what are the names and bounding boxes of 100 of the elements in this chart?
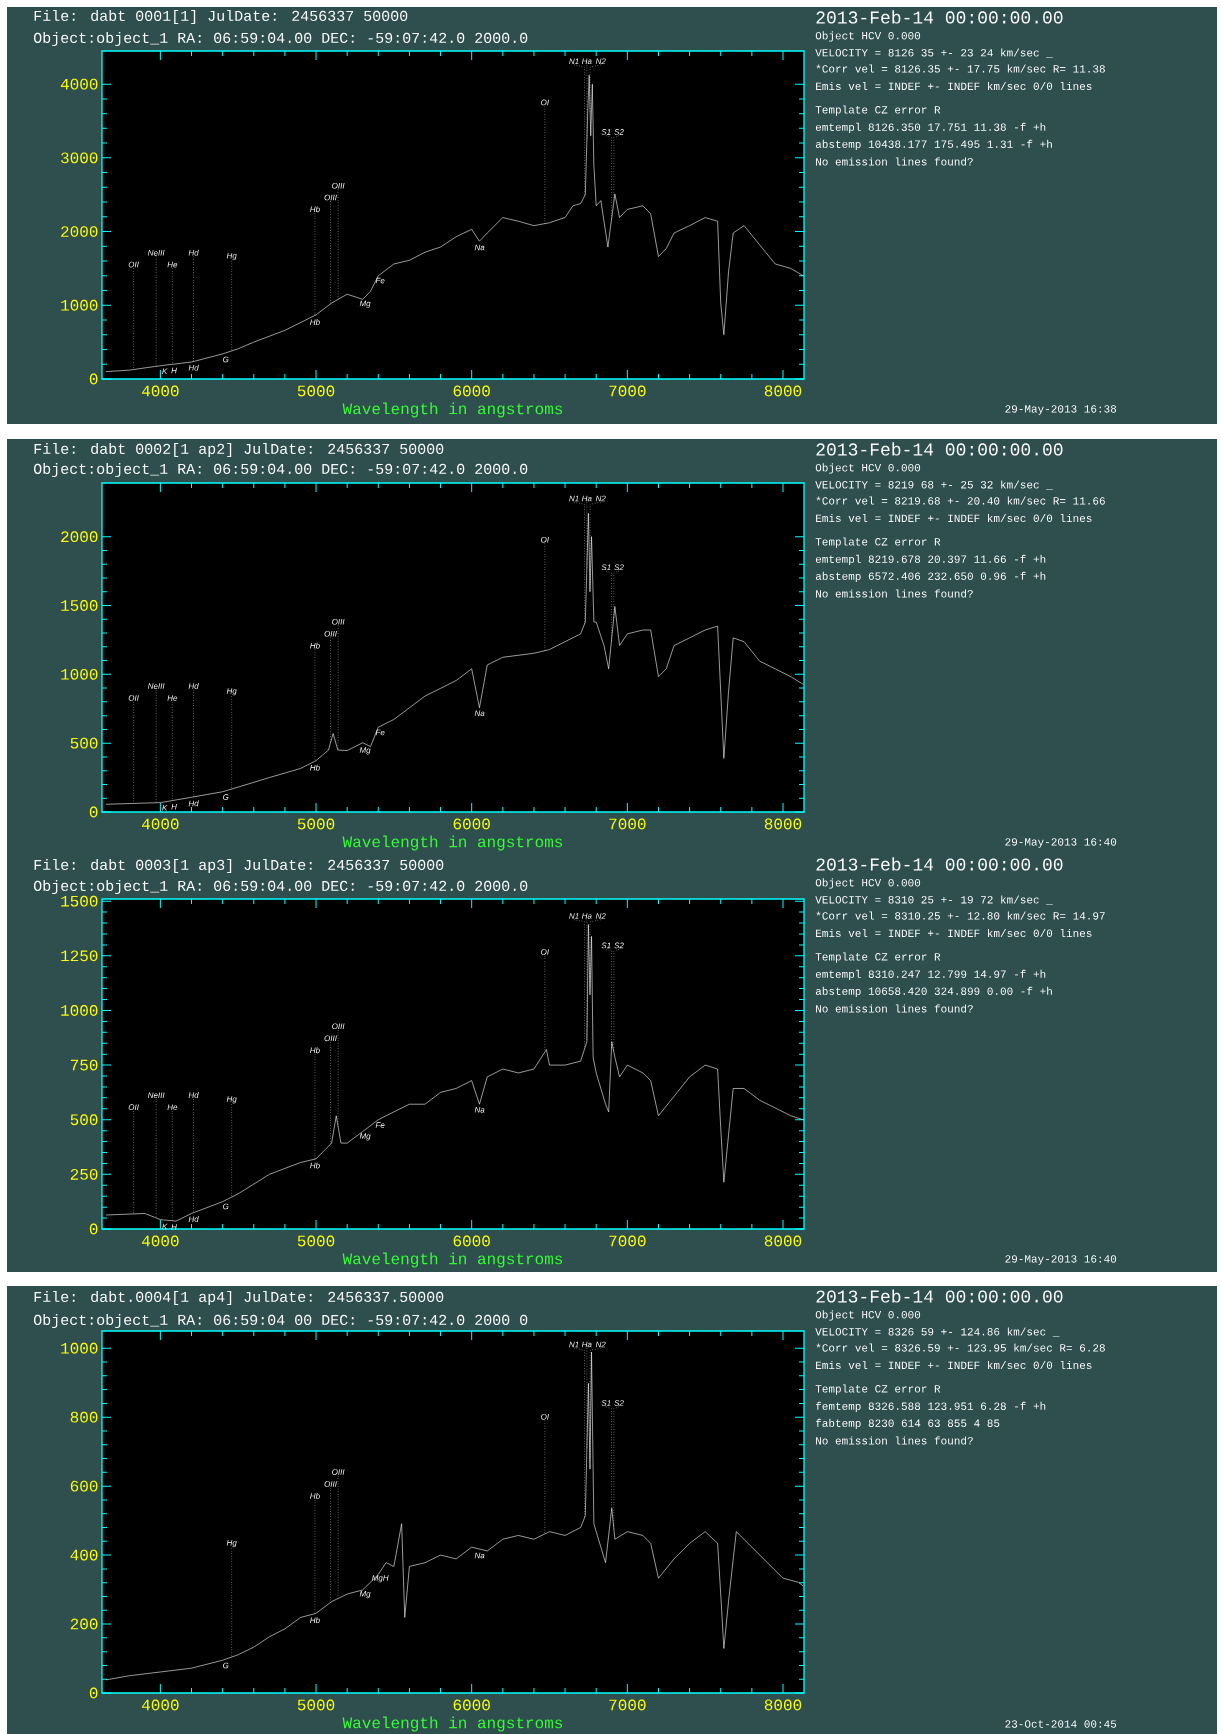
annotation: Ha — [581, 58, 592, 64]
text: Object HCV 0.000 — [815, 463, 921, 474]
x-tick-label: 6000 — [453, 1699, 490, 1711]
text: *Corr vel = 8326.59 +- 123.95 km/sec R= 6.28 — [816, 1343, 1105, 1352]
text: Template CZ error R — [815, 537, 941, 548]
x-tick-label: 8000 — [764, 818, 802, 830]
y-tick-label: 750 — [70, 1059, 98, 1071]
annotation: He — [167, 261, 178, 268]
annotation: K — [162, 805, 168, 811]
text: 29-May-2013 16:40 — [1005, 1255, 1117, 1265]
annotation: OIII — [332, 618, 345, 625]
annotation: G — [223, 1203, 229, 1210]
chart-title: File: dabt 0003[1 ap3] JulDate: 2456337 50000 — [34, 859, 444, 873]
y-tick-label: 2000 — [61, 226, 98, 237]
annotation: K — [162, 1223, 168, 1230]
text: 2013-Feb-14 00:00:00.00 — [816, 10, 1063, 24]
annotation: Fe — [375, 1122, 385, 1128]
annotation: Na — [474, 1107, 485, 1113]
y-tick-label: 3000 — [61, 152, 98, 164]
annotation: Hd — [188, 1216, 199, 1222]
annotation: OI — [541, 949, 549, 955]
annotation: N2 — [595, 1341, 606, 1348]
annotation: OIII — [324, 1035, 337, 1042]
text: Emis vel = INDEF +- INDEF km/sec 0/0 lines — [816, 81, 1092, 91]
annotation: N2 — [595, 495, 606, 502]
text: VELOCITY = 8126 35 +- 23 24 km/sec _ — [815, 48, 1053, 58]
annotation: Fe — [375, 277, 385, 284]
annotation: NeIII — [147, 1092, 165, 1098]
annotation: OIII — [332, 182, 345, 189]
x-tick-label: 4000 — [141, 1699, 179, 1711]
annotation: S1 — [601, 1400, 611, 1406]
annotation: OII — [128, 1104, 139, 1110]
annotation: OII — [128, 695, 139, 701]
chart-subtitle: Object:object_1 RA: 06:59:04.00 DEC: -59:07:42.0 2000.0 — [33, 880, 528, 894]
annotation: OI — [541, 1413, 549, 1420]
x-tick-label: 5000 — [297, 1699, 335, 1711]
text: Template CZ error R — [815, 105, 941, 116]
annotation: N1 — [569, 913, 579, 919]
annotation: OIII — [324, 630, 337, 637]
annotation: S2 — [614, 1400, 624, 1406]
annotation: Hg — [226, 252, 237, 261]
x-tick-label: 6000 — [453, 385, 490, 397]
annotation: NeIII — [147, 250, 165, 256]
y-tick-label: 400 — [70, 1549, 98, 1561]
annotation: S2 — [614, 942, 624, 949]
annotation: He — [167, 1104, 178, 1110]
annotation: N2 — [595, 913, 606, 919]
text: abstemp 6572.406 232.650 0.96 -f +h — [815, 571, 1046, 583]
annotation: Hd — [188, 364, 199, 371]
annotation: S2 — [614, 129, 624, 135]
y-tick-label: 0 — [89, 806, 98, 818]
annotation: OI — [541, 536, 549, 543]
y-tick-label: 0 — [89, 1223, 98, 1235]
text: 2013-Feb-14 00:00:00.00 — [816, 857, 1063, 871]
y-tick-label: 4000 — [60, 78, 98, 90]
annotation: N1 — [569, 495, 579, 502]
x-tick-label: 4000 — [141, 818, 179, 830]
text: *Corr vel = 8126.35 +- 17.75 km/sec R= 11.38 — [816, 64, 1105, 73]
text: emtempl 8126.350 17.751 11.38 -f +h — [815, 122, 1046, 134]
annotation: Hb — [310, 1617, 320, 1624]
annotation: S1 — [601, 564, 611, 571]
text: VELOCITY = 8310 25 +- 19 72 km/sec _ — [815, 895, 1053, 905]
text: 29-May-2013 16:40 — [1005, 838, 1117, 848]
annotation: N1 — [569, 58, 579, 64]
text: Object HCV 0.000 — [815, 878, 921, 889]
text: *Corr vel = 8310.25 +- 12.80 km/sec R= 14.97 — [816, 911, 1105, 920]
x-tick-label: 7000 — [609, 818, 646, 830]
text: Template CZ error R — [815, 1384, 941, 1395]
y-tick-label: 200 — [70, 1618, 98, 1630]
text: emtempl 8219.678 20.397 11.66 -f +h — [815, 554, 1046, 566]
y-tick-label: 0 — [89, 373, 98, 385]
x-tick-label: 8000 — [764, 385, 802, 397]
y-tick-label: 250 — [70, 1168, 98, 1180]
annotation: Ha — [581, 1341, 592, 1348]
y-tick-label: 800 — [70, 1411, 98, 1423]
annotation: S1 — [601, 129, 611, 135]
x-tick-label: 8000 — [764, 1235, 802, 1247]
text: Template CZ error R — [815, 952, 941, 963]
annotation: Hb — [310, 1162, 320, 1169]
annotation: OIII — [324, 194, 337, 201]
y-tick-label: 1500 — [61, 895, 98, 907]
text: femtemp 8326.588 123.951 6.28 -f +h — [815, 1401, 1046, 1413]
annotation: Mg — [359, 300, 371, 308]
x-tick-label: 5000 — [297, 818, 335, 830]
x-tick-label: 4000 — [141, 385, 179, 397]
annotation: Na — [474, 244, 485, 251]
chart-title: File: dabt 0002[1 ap2] JulDate: 2456337 50000 — [34, 442, 444, 457]
y-tick-label: 1000 — [61, 299, 98, 311]
annotation: S2 — [614, 564, 624, 571]
y-tick-label: 500 — [70, 1114, 98, 1126]
text: No emission lines found? — [816, 589, 973, 598]
text: No emission lines found? — [816, 1004, 973, 1013]
text: 2013-Feb-14 00:00:00.00 — [816, 1289, 1063, 1303]
annotation: Hb — [310, 319, 320, 325]
annotation: Hd — [188, 800, 199, 807]
annotation: OII — [128, 261, 139, 268]
annotation: MgH — [371, 1575, 389, 1583]
x-tick-label: 7000 — [609, 1235, 646, 1247]
annotation: Hg — [226, 688, 237, 696]
annotation: Hd — [188, 683, 199, 689]
